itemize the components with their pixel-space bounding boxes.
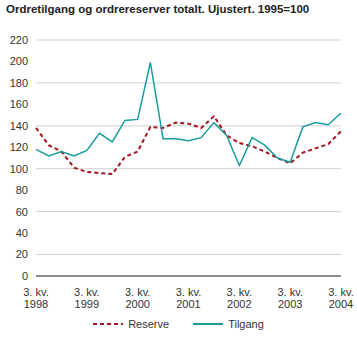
svg-text:3. kv.1998: 3. kv.1998	[23, 286, 48, 310]
svg-text:20: 20	[16, 248, 28, 260]
svg-text:3. kv.2003: 3. kv.2003	[277, 286, 302, 310]
svg-text:3. kv.2002: 3. kv.2002	[227, 286, 252, 310]
svg-text:0: 0	[22, 270, 28, 282]
svg-text:140: 140	[10, 120, 28, 132]
svg-text:100: 100	[10, 163, 28, 175]
svg-text:60: 60	[16, 206, 28, 218]
html-text:Tilgang: Tilgang	[228, 318, 264, 330]
svg-text:120: 120	[10, 141, 28, 153]
svg-text:180: 180	[10, 77, 28, 89]
svg-text:220: 220	[10, 34, 28, 46]
svg-text:3. kv.2000: 3. kv.2000	[125, 286, 150, 310]
svg-text:160: 160	[10, 98, 28, 110]
svg-text:3. kv.1999: 3. kv.1999	[74, 286, 99, 310]
svg-text:80: 80	[16, 184, 28, 196]
html-text:Reserve: Reserve	[128, 318, 170, 330]
svg-text:200: 200	[10, 55, 28, 67]
svg-text:40: 40	[16, 227, 28, 239]
svg-text:3. kv.2004: 3. kv.2004	[328, 286, 349, 310]
html-text:Ordretilgang og ordrereserver: Ordretilgang og ordrereserver totalt. Uj…	[6, 3, 310, 15]
svg-text:3. kv.2001: 3. kv.2001	[176, 286, 201, 310]
